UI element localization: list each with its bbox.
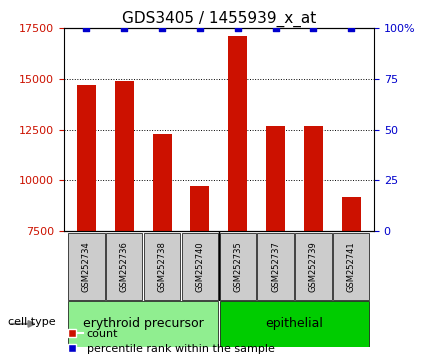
FancyBboxPatch shape [106,233,142,300]
Text: GSM252741: GSM252741 [347,241,356,292]
Point [272,25,279,31]
Text: GSM252734: GSM252734 [82,241,91,292]
Text: erythroid precursor: erythroid precursor [83,317,204,330]
FancyBboxPatch shape [68,301,218,347]
FancyBboxPatch shape [182,233,218,300]
FancyBboxPatch shape [144,233,180,300]
Bar [115,81,134,231]
Bar [153,134,172,231]
Text: GSM252735: GSM252735 [233,241,242,292]
Bar [228,36,247,231]
FancyBboxPatch shape [220,301,369,347]
FancyBboxPatch shape [68,233,105,300]
Bar [190,187,210,231]
Title: GDS3405 / 1455939_x_at: GDS3405 / 1455939_x_at [122,11,316,27]
Point [83,25,90,31]
Text: GSM252739: GSM252739 [309,241,318,292]
Point [159,25,165,31]
Bar [77,85,96,231]
Point [196,25,203,31]
Text: epithelial: epithelial [266,317,323,330]
Legend: count, percentile rank within the sample: count, percentile rank within the sample [57,324,279,354]
Point [310,25,317,31]
FancyBboxPatch shape [333,233,369,300]
Bar [304,126,323,231]
FancyBboxPatch shape [295,233,332,300]
Bar [266,126,285,231]
Text: cell type: cell type [8,317,56,327]
Text: GSM252740: GSM252740 [196,241,204,292]
Text: GSM252736: GSM252736 [120,241,129,292]
Point [121,25,128,31]
Text: GSM252737: GSM252737 [271,241,280,292]
Bar [342,196,361,231]
Point [348,25,355,31]
Text: GSM252738: GSM252738 [158,241,167,292]
FancyBboxPatch shape [220,233,256,300]
Point [235,25,241,31]
FancyBboxPatch shape [258,233,294,300]
